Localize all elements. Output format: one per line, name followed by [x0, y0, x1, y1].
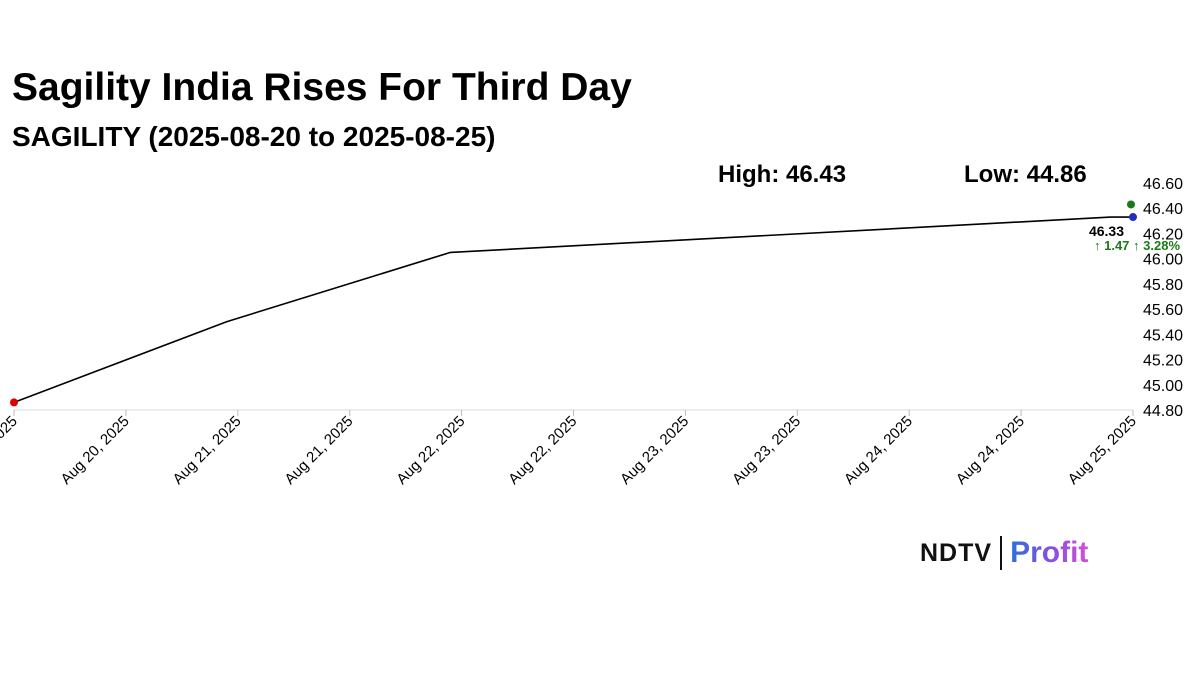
- x-tick-label: Aug 23, 2025: [617, 413, 692, 488]
- change-label: ↑ 1.47 ↑ 3.28%: [1094, 238, 1180, 253]
- x-tick-label: Aug 21, 2025: [281, 413, 356, 488]
- x-tick-label: Aug 24, 2025: [841, 413, 916, 488]
- logo-divider: [1000, 536, 1003, 570]
- logo-profit-text: Profit: [1010, 536, 1089, 569]
- last-value-label: 46.33: [1089, 223, 1124, 239]
- x-tick-label: Aug 20, 2025: [0, 413, 21, 488]
- high-point-marker: [1127, 200, 1135, 209]
- ndtv-profit-logo: NDTV Profit: [920, 533, 1088, 573]
- y-tick-label: 46.20: [1143, 226, 1183, 243]
- y-tick-label: 45.60: [1143, 302, 1183, 319]
- x-tick-label: Aug 21, 2025: [169, 413, 244, 488]
- y-tick-label: 46.60: [1143, 176, 1183, 193]
- chart-subtitle: SAGILITY (2025-08-20 to 2025-08-25): [12, 121, 496, 152]
- last-point-marker: [1129, 213, 1137, 222]
- y-tick-label: 46.00: [1143, 252, 1183, 269]
- y-tick-label: 44.80: [1143, 403, 1183, 420]
- x-tick-label: Aug 23, 2025: [729, 413, 804, 488]
- low-label: Low: 44.86: [964, 161, 1087, 188]
- x-tick-label: Aug 24, 2025: [953, 413, 1028, 488]
- logo-ndtv-text: NDTV: [920, 538, 993, 567]
- x-tick-label: Aug 20, 2025: [58, 413, 133, 488]
- y-tick-label: 45.00: [1143, 378, 1183, 395]
- y-tick-label: 45.40: [1143, 327, 1183, 344]
- y-tick-label: 46.40: [1143, 201, 1183, 218]
- x-tick-label: Aug 25, 2025: [1065, 413, 1140, 488]
- chart-marks: [10, 200, 1137, 407]
- price-line: [13, 216, 1133, 404]
- y-tick-label: 45.20: [1143, 353, 1183, 370]
- x-tick-label: Aug 22, 2025: [393, 413, 468, 488]
- chart-title: Sagility India Rises For Third Day: [12, 66, 632, 109]
- x-tick-label: Aug 22, 2025: [505, 413, 580, 488]
- start-point-marker: [10, 398, 18, 407]
- high-label: High: 46.43: [718, 161, 846, 188]
- y-tick-label: 45.80: [1143, 277, 1183, 294]
